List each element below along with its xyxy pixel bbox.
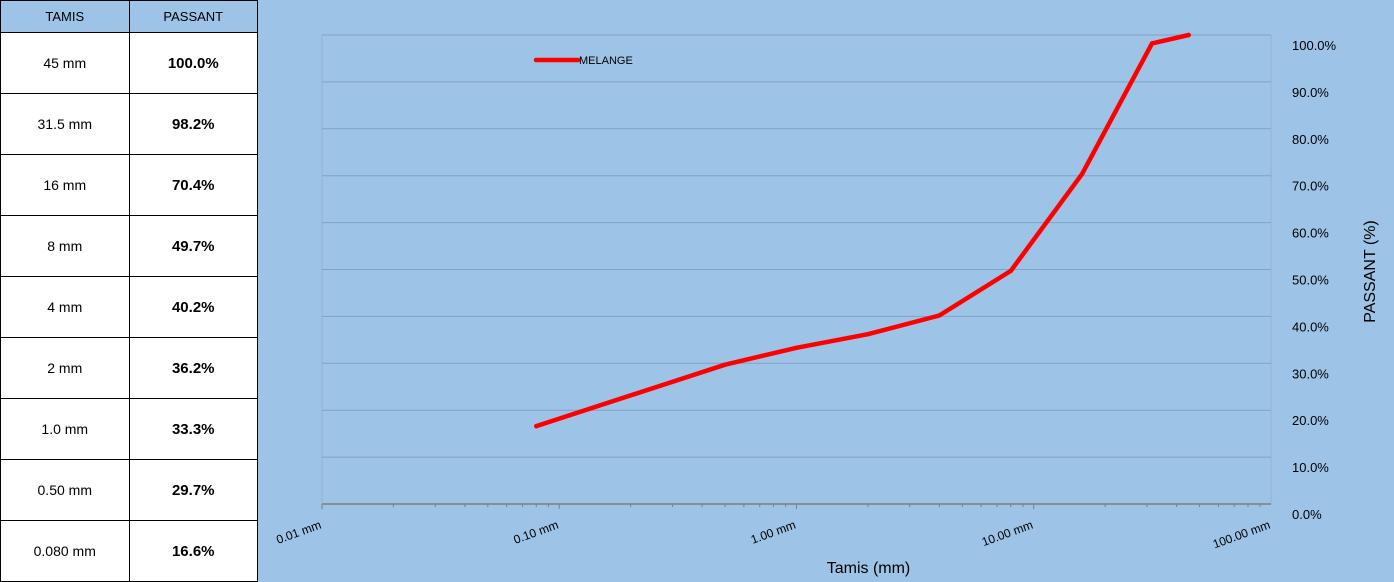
y-tick-label: 20.0%	[1292, 413, 1329, 428]
x-tick-label: 0.01 mm	[274, 518, 323, 547]
tamis-cell: 1.0 mm	[0, 398, 130, 460]
y-tick-label: 90.0%	[1292, 85, 1329, 100]
x-tick-label: 0.10 mm	[512, 518, 561, 547]
sieve-table: TAMIS PASSANT 45 mm 100.0% 31.5 mm 98.2% 1…	[0, 0, 258, 582]
header-passant: PASSANT	[128, 0, 258, 33]
passant-cell: 33.3%	[128, 398, 258, 460]
table-row: 31.5 mm 98.2%	[0, 93, 258, 155]
passant-cell: 70.4%	[128, 154, 258, 216]
y-tick-label: 30.0%	[1292, 366, 1329, 381]
table-row: 0.080 mm 16.6%	[0, 520, 258, 582]
y-axis-title: PASSANT (%)	[1362, 220, 1379, 323]
data-point	[1008, 268, 1013, 274]
table-row: 45 mm 100.0%	[0, 32, 258, 94]
table-row: 8 mm 49.7%	[0, 215, 258, 277]
y-tick-label: 10.0%	[1292, 460, 1329, 475]
grading-curve-chart: 0.0% 10.0% 20.0% 30.0% 40.0% 50.0% 60.0% 70.0% 8…	[274, 32, 1379, 577]
tamis-cell: 45 mm	[0, 32, 130, 94]
passant-cell: 100.0%	[128, 32, 258, 94]
legend-label: MELANGE	[579, 55, 633, 67]
passant-cell: 40.2%	[128, 276, 258, 338]
x-axis-title: Tamis (mm)	[827, 560, 911, 577]
passant-cell: 36.2%	[128, 337, 258, 399]
tamis-cell: 2 mm	[0, 337, 130, 399]
table-row: 0.50 mm 29.7%	[0, 459, 258, 521]
x-tick-label: 100.00 mm	[1211, 518, 1272, 552]
data-point	[865, 332, 871, 337]
table-header-row: TAMIS PASSANT	[0, 0, 258, 33]
passant-cell: 98.2%	[128, 93, 258, 155]
y-tick-label: 50.0%	[1292, 273, 1329, 288]
y-tick-label: 0.0%	[1292, 507, 1322, 522]
chart-panel: 0.0% 10.0% 20.0% 30.0% 40.0% 50.0% 60.0% 70.0% 8…	[258, 0, 1394, 582]
tamis-cell: 4 mm	[0, 276, 130, 338]
tamis-cell: 16 mm	[0, 154, 130, 216]
table-row: 2 mm 36.2%	[0, 337, 258, 399]
table-row: 4 mm 40.2%	[0, 276, 258, 338]
data-point	[937, 313, 942, 318]
tamis-cell: 8 mm	[0, 215, 130, 277]
data-point	[1149, 41, 1155, 46]
tamis-cell: 0.080 mm	[0, 520, 130, 582]
sieve-table-container: TAMIS PASSANT 45 mm 100.0% 31.5 mm 98.2% 1…	[0, 0, 258, 582]
tamis-cell: 31.5 mm	[0, 93, 130, 155]
header-tamis: TAMIS	[0, 0, 130, 33]
data-point	[722, 362, 728, 367]
data-point	[1186, 32, 1191, 38]
x-tick-label: 1.00 mm	[749, 518, 798, 547]
passant-cell: 29.7%	[128, 459, 258, 521]
y-tick-label: 70.0%	[1292, 179, 1329, 194]
y-tick-label: 100.0%	[1292, 38, 1337, 53]
data-point	[1079, 171, 1085, 177]
table-row: 1.0 mm 33.3%	[0, 398, 258, 460]
x-tick-label: 10.00 mm	[980, 518, 1035, 549]
y-tick-label: 60.0%	[1292, 226, 1329, 241]
passant-cell: 16.6%	[128, 520, 258, 582]
y-tick-label: 80.0%	[1292, 132, 1329, 147]
data-point	[794, 345, 799, 351]
data-point	[534, 423, 539, 429]
passant-cell: 49.7%	[128, 215, 258, 277]
tamis-cell: 0.50 mm	[0, 459, 130, 521]
table-row: 16 mm 70.4%	[0, 154, 258, 216]
y-tick-label: 40.0%	[1292, 319, 1329, 334]
